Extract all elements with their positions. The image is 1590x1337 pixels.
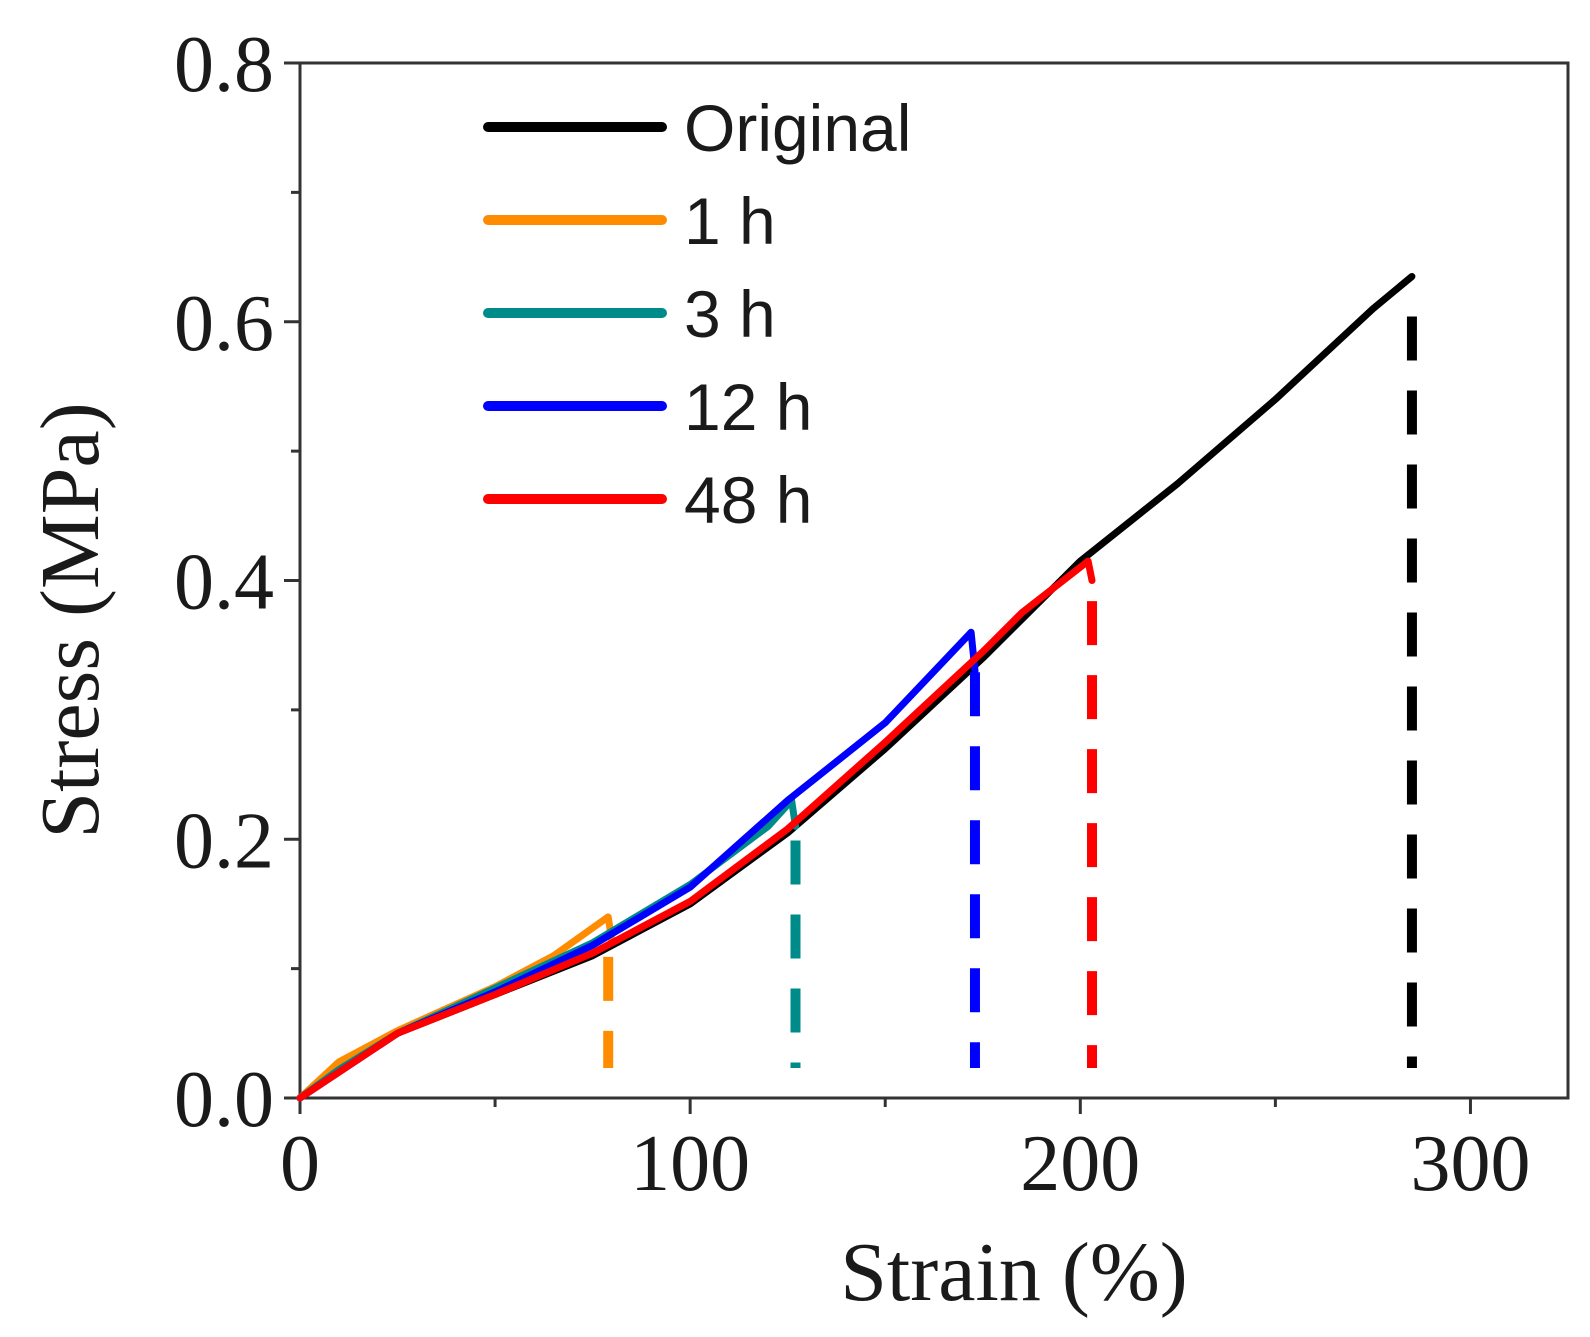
legend-label: Original bbox=[684, 91, 911, 165]
series-line-original bbox=[296, 273, 1416, 1102]
legend-label: 3 h bbox=[684, 277, 776, 351]
y-tick-label: 0.8 bbox=[174, 21, 274, 109]
x-tick-label: 0 bbox=[280, 1120, 320, 1208]
x-axis-title: Strain (%) bbox=[840, 1226, 1188, 1319]
y-axis-title: Stress (MPa) bbox=[24, 402, 117, 838]
series-line-3-h bbox=[296, 796, 799, 1102]
legend-label: 12 h bbox=[684, 370, 812, 444]
data-series bbox=[296, 273, 1417, 1102]
legend: Original 1 h 3 h 12 h 48 h bbox=[483, 91, 911, 537]
x-tick-label: 200 bbox=[1020, 1120, 1140, 1208]
y-tick-label: 0.4 bbox=[174, 539, 274, 627]
y-tick-label: 0.2 bbox=[174, 797, 274, 885]
x-tick-label: 100 bbox=[630, 1120, 750, 1208]
y-tick-label: 0.0 bbox=[174, 1056, 274, 1144]
x-tick-label: 300 bbox=[1410, 1120, 1530, 1208]
legend-label: 1 h bbox=[684, 184, 776, 258]
y-tick-label: 0.6 bbox=[174, 280, 274, 368]
series-line-48-h bbox=[296, 557, 1096, 1102]
legend-label: 48 h bbox=[684, 463, 812, 537]
axis-ticks: 0 100 200 300 0.0 0.2 0.4 0.6 0.8 bbox=[174, 21, 1530, 1208]
